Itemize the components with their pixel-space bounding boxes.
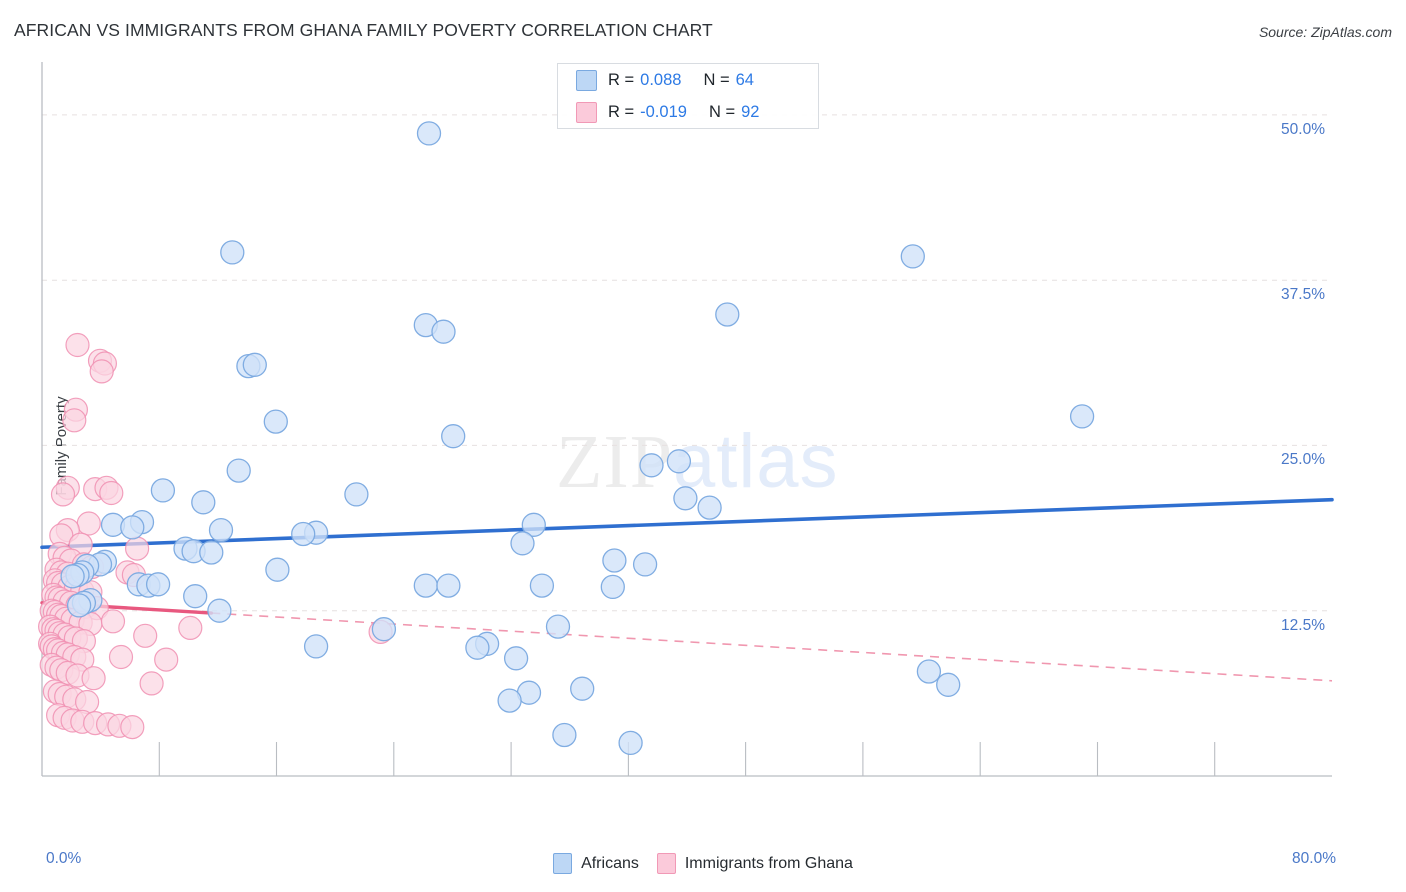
series-swatch-africans <box>553 853 573 874</box>
legend-r-label-africans: R = <box>608 70 635 89</box>
data-point-ghana <box>124 536 150 561</box>
data-point-ghana <box>62 408 87 433</box>
series-legend-item-africans[interactable]: Africans <box>553 853 639 874</box>
legend-swatch-ghana <box>576 101 597 123</box>
data-point-africans <box>936 672 961 697</box>
x-tick-label-min: 0.0% <box>46 850 82 867</box>
data-point-africans <box>697 495 722 520</box>
data-point-ghana <box>100 609 126 634</box>
data-point-africans <box>60 564 85 589</box>
data-point-africans <box>220 240 245 265</box>
trendline-ghana-dashed <box>211 612 1333 682</box>
legend-n-value-ghana: 92 <box>741 102 760 121</box>
data-point-africans <box>529 573 555 598</box>
series-label-africans: Africans <box>581 854 639 872</box>
page-title: AFRICAN VS IMMIGRANTS FROM GHANA FAMILY … <box>14 20 713 40</box>
data-point-africans <box>916 659 942 684</box>
data-point-africans <box>150 478 176 503</box>
data-point-ghana <box>154 647 179 672</box>
data-point-africans <box>436 573 461 598</box>
data-point-africans <box>431 319 456 344</box>
series-label-ghana: Immigrants from Ghana <box>684 854 853 872</box>
data-point-africans <box>208 517 234 543</box>
data-point-africans <box>602 548 627 573</box>
data-point-africans <box>416 121 442 146</box>
data-point-ghana <box>74 689 100 715</box>
data-point-africans <box>183 584 208 609</box>
data-point-ghana <box>139 671 164 696</box>
data-point-ghana <box>133 623 158 648</box>
correlation-legend: R = 0.088 N = 64 R = -0.019 N = 92 <box>557 63 819 129</box>
data-point-africans <box>497 688 522 713</box>
data-point-ghana <box>108 644 134 670</box>
y-tick-label-0: 12.5% <box>1281 616 1325 634</box>
trendline-africans <box>40 497 1334 550</box>
data-point-africans <box>545 614 571 639</box>
plot-area <box>38 62 1334 834</box>
data-point-africans <box>291 521 316 547</box>
data-point-africans <box>303 634 329 659</box>
data-point-ghana <box>89 359 114 384</box>
legend-n-label-ghana: N = <box>708 102 736 121</box>
data-point-africans <box>600 574 625 600</box>
data-point-africans <box>570 676 595 701</box>
data-point-africans <box>618 730 643 756</box>
x-tick-label-max: 80.0% <box>1292 850 1336 867</box>
data-point-africans <box>521 512 546 537</box>
data-point-ghana <box>76 511 101 536</box>
legend-n-label-africans: N = <box>703 70 730 89</box>
data-point-africans <box>120 515 145 540</box>
data-point-africans <box>66 593 92 618</box>
data-point-africans <box>344 482 369 507</box>
data-point-africans <box>199 540 224 565</box>
series-legend: Africans Immigrants from Ghana <box>0 853 1406 874</box>
legend-swatch-africans <box>576 69 597 91</box>
legend-r-value-ghana: -0.019 <box>640 102 687 121</box>
legend-row-ghana: R = -0.019 N = 92 <box>558 96 818 128</box>
data-point-africans <box>191 490 216 515</box>
y-tick-label-1: 25.0% <box>1281 451 1325 469</box>
data-point-africans <box>632 552 658 577</box>
data-point-ghana <box>120 714 145 740</box>
data-point-africans <box>413 573 438 598</box>
data-point-africans <box>673 486 698 511</box>
legend-row-africans: R = 0.088 N = 64 <box>558 64 818 96</box>
legend-n-value-africans: 64 <box>735 70 754 89</box>
data-point-africans <box>900 244 925 269</box>
data-point-africans <box>639 453 664 478</box>
y-tick-label-2: 37.5% <box>1281 286 1325 304</box>
points-africans <box>60 121 1095 756</box>
data-point-ghana <box>99 480 124 506</box>
source-attribution: Source: ZipAtlas.com <box>1258 24 1392 40</box>
data-point-ghana <box>50 482 76 507</box>
data-point-africans <box>441 424 466 449</box>
data-point-ghana <box>65 332 90 358</box>
data-point-africans <box>242 352 267 377</box>
data-point-africans <box>552 722 577 748</box>
data-point-africans <box>465 635 490 660</box>
series-swatch-ghana <box>656 853 676 874</box>
legend-r-label-ghana: R = <box>608 102 635 121</box>
data-point-africans <box>207 598 232 623</box>
data-point-africans <box>503 646 529 671</box>
data-point-ghana <box>178 615 203 641</box>
series-legend-item-ghana[interactable]: Immigrants from Ghana <box>656 853 853 874</box>
data-point-africans <box>715 302 740 327</box>
data-point-africans <box>265 557 290 582</box>
y-tick-label-3: 50.0% <box>1281 120 1325 138</box>
data-point-africans <box>263 409 288 434</box>
legend-r-value-africans: 0.088 <box>640 70 682 89</box>
data-point-africans <box>666 449 692 474</box>
scatter-plot-svg <box>38 62 1334 777</box>
data-point-africans <box>371 617 397 642</box>
data-point-ghana <box>81 666 106 691</box>
data-point-africans <box>145 572 171 597</box>
data-point-africans <box>510 531 535 556</box>
data-point-africans <box>226 458 251 483</box>
data-point-africans <box>1069 404 1095 429</box>
